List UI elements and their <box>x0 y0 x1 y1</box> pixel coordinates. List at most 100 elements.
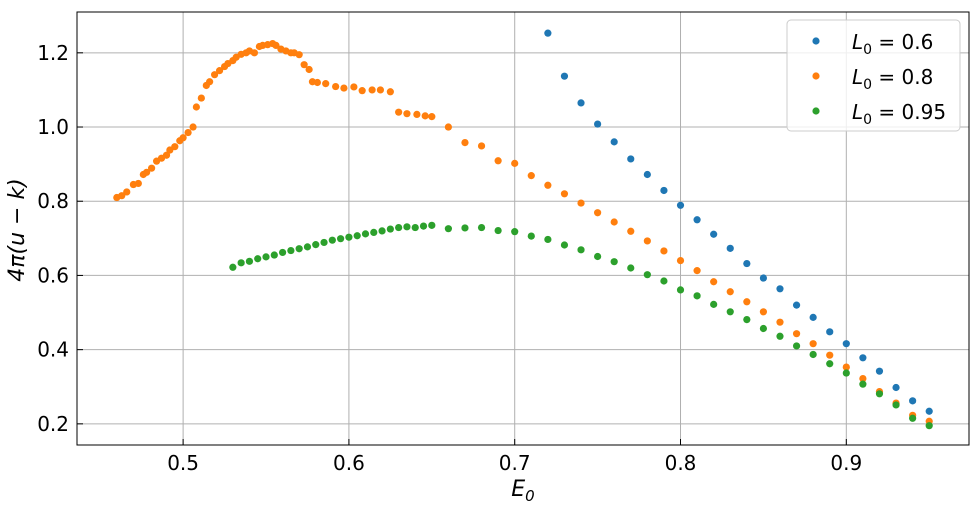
data-point <box>229 263 237 271</box>
data-points <box>113 29 933 430</box>
data-point <box>544 235 552 244</box>
data-point <box>395 223 403 232</box>
data-point <box>759 308 768 316</box>
legend: L0 = 0.6L0 = 0.8L0 = 0.95 <box>786 19 961 132</box>
data-point <box>328 236 336 244</box>
x-tick-label: 0.9 <box>830 451 862 475</box>
y-tick-label: 0.6 <box>37 263 69 287</box>
data-point <box>313 78 322 87</box>
y-tick-label: 0.8 <box>37 189 69 213</box>
x-tick-label: 0.8 <box>665 451 697 475</box>
data-point <box>272 41 280 49</box>
data-point <box>300 61 308 69</box>
legend-entry-subscript: 0 <box>863 112 872 128</box>
data-point <box>743 315 751 324</box>
data-point <box>859 380 867 388</box>
legend-entry-label: L0 = 0.8 <box>852 65 933 93</box>
data-point <box>143 168 151 176</box>
x-axis-label: E0 <box>511 477 534 505</box>
data-point <box>361 230 370 238</box>
data-point <box>370 228 378 236</box>
data-point <box>859 374 867 383</box>
data-point <box>403 223 411 231</box>
data-point <box>693 216 701 224</box>
data-point <box>305 65 313 74</box>
data-point <box>759 274 768 282</box>
data-point <box>627 264 635 272</box>
data-point <box>206 78 214 86</box>
legend-entry-subscript: 0 <box>863 77 872 93</box>
x-tick-label: 0.6 <box>333 451 365 475</box>
data-point <box>320 238 328 247</box>
data-point <box>776 285 784 293</box>
data-point <box>909 414 917 422</box>
data-point <box>461 224 469 232</box>
data-point <box>322 80 330 88</box>
data-point <box>350 83 358 91</box>
data-point <box>875 367 884 375</box>
series-0 <box>544 29 933 415</box>
data-point <box>444 225 452 233</box>
data-point <box>560 190 569 198</box>
data-point <box>809 313 817 321</box>
data-point <box>544 181 552 189</box>
data-point <box>693 267 701 275</box>
data-point <box>726 244 734 252</box>
data-point <box>211 71 219 79</box>
plot-frame <box>76 11 970 446</box>
legend-marker <box>812 107 820 115</box>
data-point <box>676 201 685 209</box>
data-point <box>643 237 651 245</box>
data-point <box>171 143 179 151</box>
data-point <box>627 155 635 163</box>
y-tick-label: 0.4 <box>37 338 69 362</box>
data-point <box>386 225 394 233</box>
data-point <box>250 49 259 57</box>
data-point <box>859 354 867 362</box>
data-point <box>148 164 156 172</box>
data-point <box>527 232 535 240</box>
data-point <box>287 246 295 255</box>
data-point <box>577 199 585 207</box>
data-point <box>560 72 569 80</box>
legend-entry-value: = 0.6 <box>872 30 933 54</box>
data-point <box>826 351 834 359</box>
data-point <box>759 324 768 333</box>
data-point <box>395 108 403 116</box>
x-tick-label: 0.7 <box>499 451 531 475</box>
data-point <box>610 218 618 226</box>
data-point <box>809 340 817 348</box>
data-point <box>875 390 884 398</box>
data-point <box>428 113 436 121</box>
data-point <box>340 84 348 92</box>
data-point <box>676 256 685 265</box>
data-point <box>643 271 651 279</box>
data-point <box>197 94 205 102</box>
series-1 <box>113 39 933 425</box>
data-point <box>237 259 245 267</box>
series-2 <box>229 221 933 430</box>
data-point <box>710 300 718 308</box>
legend-box <box>786 19 961 132</box>
legend-entry-symbol: L <box>852 100 863 124</box>
data-point <box>726 288 734 296</box>
legend-marker <box>812 37 820 45</box>
data-point <box>511 228 519 236</box>
data-point <box>842 363 850 371</box>
legend-entry-label: L0 = 0.6 <box>852 30 933 58</box>
data-point <box>337 235 345 243</box>
data-point <box>660 277 668 285</box>
data-point <box>809 350 817 359</box>
data-point <box>386 88 394 96</box>
data-point <box>826 360 834 368</box>
data-point <box>610 138 618 146</box>
data-point <box>577 246 585 254</box>
data-point <box>358 87 366 95</box>
data-point <box>594 252 602 261</box>
data-point <box>428 221 436 229</box>
data-point <box>421 112 429 120</box>
data-point <box>594 209 602 217</box>
data-point <box>254 255 262 263</box>
data-point <box>262 253 270 261</box>
data-point <box>710 230 718 238</box>
